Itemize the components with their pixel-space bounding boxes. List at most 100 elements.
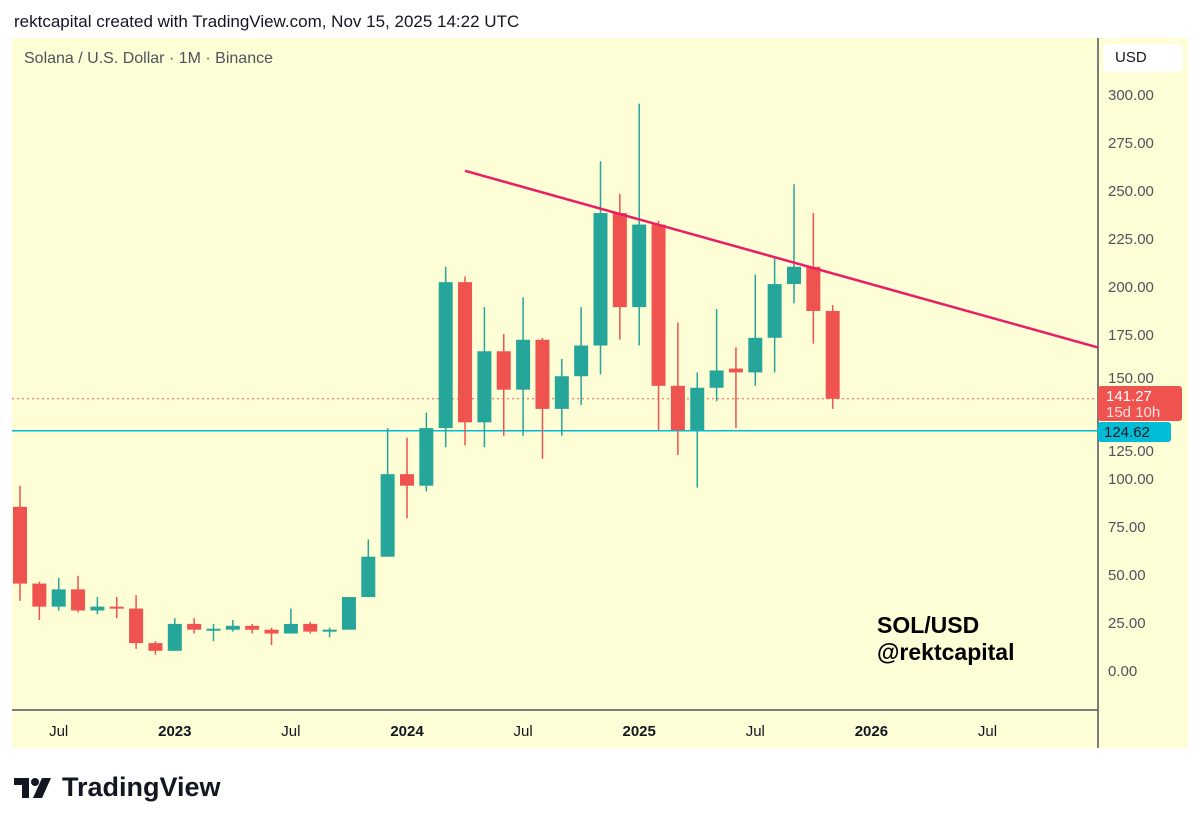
candle-body bbox=[728, 368, 743, 373]
candle bbox=[458, 276, 473, 446]
candle-body bbox=[90, 606, 105, 611]
candle-body bbox=[632, 224, 647, 308]
candle bbox=[670, 322, 685, 455]
watermark: SOL/USD @rektcapital bbox=[877, 612, 1014, 666]
candle-body bbox=[748, 337, 763, 373]
price-tick-label: 275.00 bbox=[1108, 135, 1154, 152]
candle bbox=[322, 627, 337, 638]
candle bbox=[129, 595, 144, 649]
candle-body bbox=[187, 623, 202, 630]
candle-body bbox=[438, 282, 453, 429]
candle bbox=[748, 274, 763, 386]
candle-body bbox=[380, 474, 395, 557]
candle bbox=[32, 581, 47, 621]
candle bbox=[767, 257, 782, 373]
symbol-title: Solana / U.S. Dollar · 1M · Binance bbox=[24, 50, 273, 67]
candle bbox=[361, 539, 376, 598]
candle-body bbox=[148, 643, 163, 651]
candle-body bbox=[806, 266, 821, 311]
currency-button[interactable]: USD bbox=[1103, 44, 1183, 72]
candle-body bbox=[400, 474, 414, 486]
candle bbox=[709, 309, 724, 402]
candle-body bbox=[477, 351, 492, 423]
plot-area bbox=[12, 38, 1098, 710]
candle bbox=[380, 428, 395, 557]
candle-body bbox=[283, 623, 298, 634]
candle bbox=[167, 618, 182, 651]
candle bbox=[71, 575, 86, 613]
candle-body bbox=[612, 213, 627, 308]
price-tick-label: 0.00 bbox=[1108, 663, 1137, 680]
support-price-badge bbox=[1098, 422, 1171, 442]
created-with-credit: rektcapital created with TradingView.com… bbox=[14, 12, 520, 31]
candle-body bbox=[303, 623, 318, 632]
candle bbox=[206, 623, 221, 642]
price-tick-label: 25.00 bbox=[1108, 615, 1146, 632]
candle bbox=[225, 620, 240, 632]
resistance-trendline bbox=[464, 169, 1099, 349]
candle-body bbox=[574, 345, 589, 377]
time-tick-label: 2026 bbox=[855, 723, 888, 740]
candle bbox=[787, 184, 801, 304]
candle bbox=[496, 334, 511, 436]
candle-body bbox=[554, 376, 569, 409]
tradingview-logo-icon bbox=[14, 777, 51, 798]
candle-body bbox=[593, 213, 608, 346]
candle bbox=[187, 618, 202, 634]
candle bbox=[283, 608, 298, 634]
candle bbox=[303, 622, 318, 634]
candle bbox=[554, 358, 569, 436]
candle-body bbox=[341, 597, 356, 630]
candle-body bbox=[690, 387, 705, 430]
candle bbox=[593, 161, 608, 375]
candle bbox=[516, 297, 531, 436]
time-tick-label: Jul bbox=[281, 723, 300, 740]
price-tick-label: 75.00 bbox=[1108, 519, 1146, 536]
candle bbox=[245, 623, 260, 634]
candle-body bbox=[51, 589, 66, 607]
candle-body bbox=[71, 589, 86, 611]
candle bbox=[341, 597, 356, 630]
candle-body bbox=[458, 282, 473, 423]
time-tick-label: Jul bbox=[514, 723, 533, 740]
candle bbox=[612, 193, 627, 340]
candle-body bbox=[651, 224, 666, 386]
candle bbox=[728, 347, 743, 429]
candle-body bbox=[516, 339, 531, 390]
candle-body bbox=[109, 606, 124, 609]
candle bbox=[825, 305, 840, 409]
candle-body bbox=[496, 351, 511, 390]
candle bbox=[13, 485, 27, 601]
price-tick-label: 175.00 bbox=[1108, 327, 1154, 344]
candle-body bbox=[670, 385, 685, 430]
candle-countdown-label: 15d 10h bbox=[1106, 404, 1160, 421]
candle bbox=[806, 213, 821, 344]
candle-body bbox=[419, 428, 434, 486]
time-tick-label: Jul bbox=[49, 723, 68, 740]
candle-body bbox=[709, 370, 724, 388]
price-tick-label: 150.00 bbox=[1108, 370, 1154, 387]
candle-body bbox=[13, 506, 27, 584]
candle-body bbox=[787, 266, 801, 285]
candle bbox=[90, 597, 105, 615]
watermark-pair: SOL/USD bbox=[877, 612, 980, 638]
price-tick-label: 125.00 bbox=[1108, 443, 1154, 460]
candle-body bbox=[245, 625, 260, 630]
candle-body bbox=[361, 556, 376, 598]
price-tick-label: 300.00 bbox=[1108, 87, 1154, 104]
candle bbox=[51, 577, 66, 611]
price-tick-label: 225.00 bbox=[1108, 231, 1154, 248]
tradingview-logo[interactable]: TradingView bbox=[14, 772, 221, 803]
candle-body bbox=[129, 608, 144, 644]
price-tick-label: 50.00 bbox=[1108, 567, 1146, 584]
candle bbox=[632, 103, 647, 346]
logo-text: TradingView bbox=[62, 772, 221, 802]
candle bbox=[477, 307, 492, 448]
candle-body bbox=[825, 310, 840, 399]
last-price-label: 141.27 bbox=[1106, 388, 1152, 405]
candle-body bbox=[535, 339, 550, 409]
candle-body bbox=[264, 629, 279, 634]
candle bbox=[109, 597, 124, 619]
